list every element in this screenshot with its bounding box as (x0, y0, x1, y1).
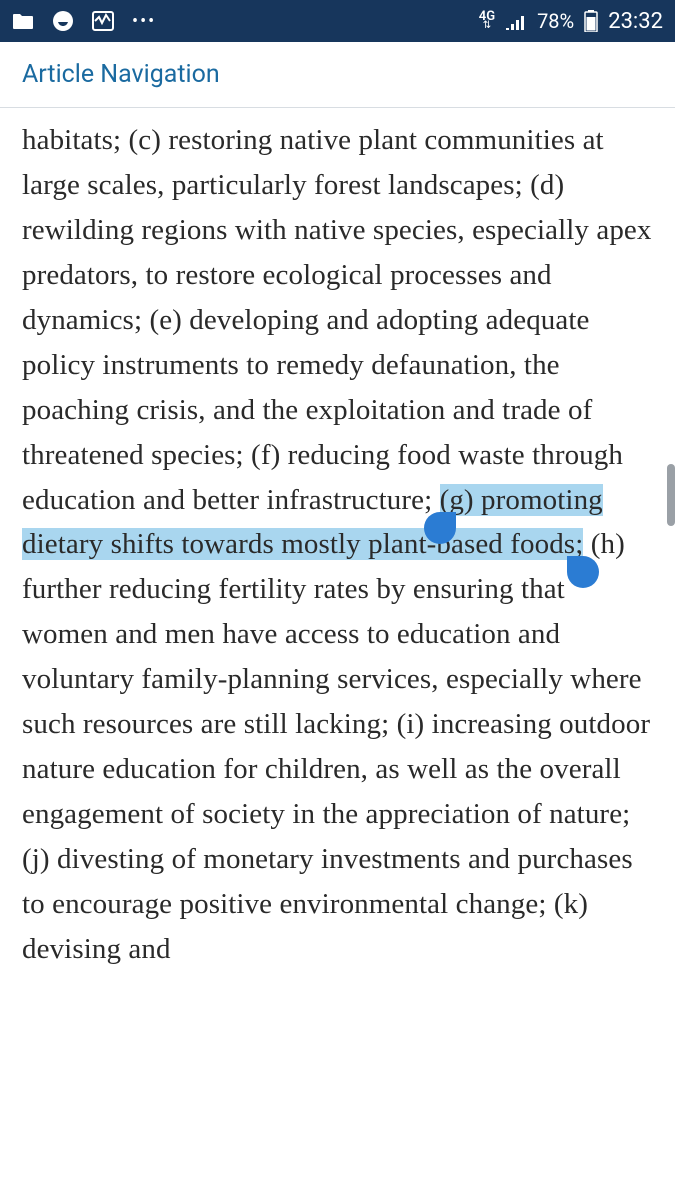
status-bar: ••• 4G ⇅ 78% 23:32 (0, 0, 675, 42)
text-after-selection[interactable]: (h) further reducing fertility rates by … (22, 528, 650, 964)
clock: 23:32 (608, 9, 663, 34)
article-paragraph[interactable]: habitats; (c) restoring native plant com… (22, 118, 653, 972)
article-content[interactable]: habitats; (c) restoring native plant com… (0, 108, 675, 972)
network-type: 4G ⇅ (479, 12, 495, 30)
scrollbar-track[interactable] (667, 108, 675, 1200)
article-navigation-link[interactable]: Article Navigation (22, 60, 220, 89)
scrollbar-thumb[interactable] (667, 464, 675, 526)
more-icon[interactable]: ••• (132, 11, 156, 32)
network-arrows: ⇅ (483, 22, 491, 30)
battery-icon (584, 10, 598, 32)
battery-percent: 78% (537, 9, 574, 33)
activity-icon (92, 11, 114, 31)
folder-icon (12, 12, 34, 30)
text-before-selection[interactable]: habitats; (c) restoring native plant com… (22, 124, 652, 516)
status-right: 4G ⇅ 78% 23:32 (479, 9, 663, 34)
signal-icon (505, 12, 527, 30)
status-left: ••• (12, 10, 156, 32)
selection-handle-start[interactable] (424, 512, 456, 544)
smile-icon (52, 10, 74, 32)
article-nav-bar: Article Navigation (0, 42, 675, 108)
